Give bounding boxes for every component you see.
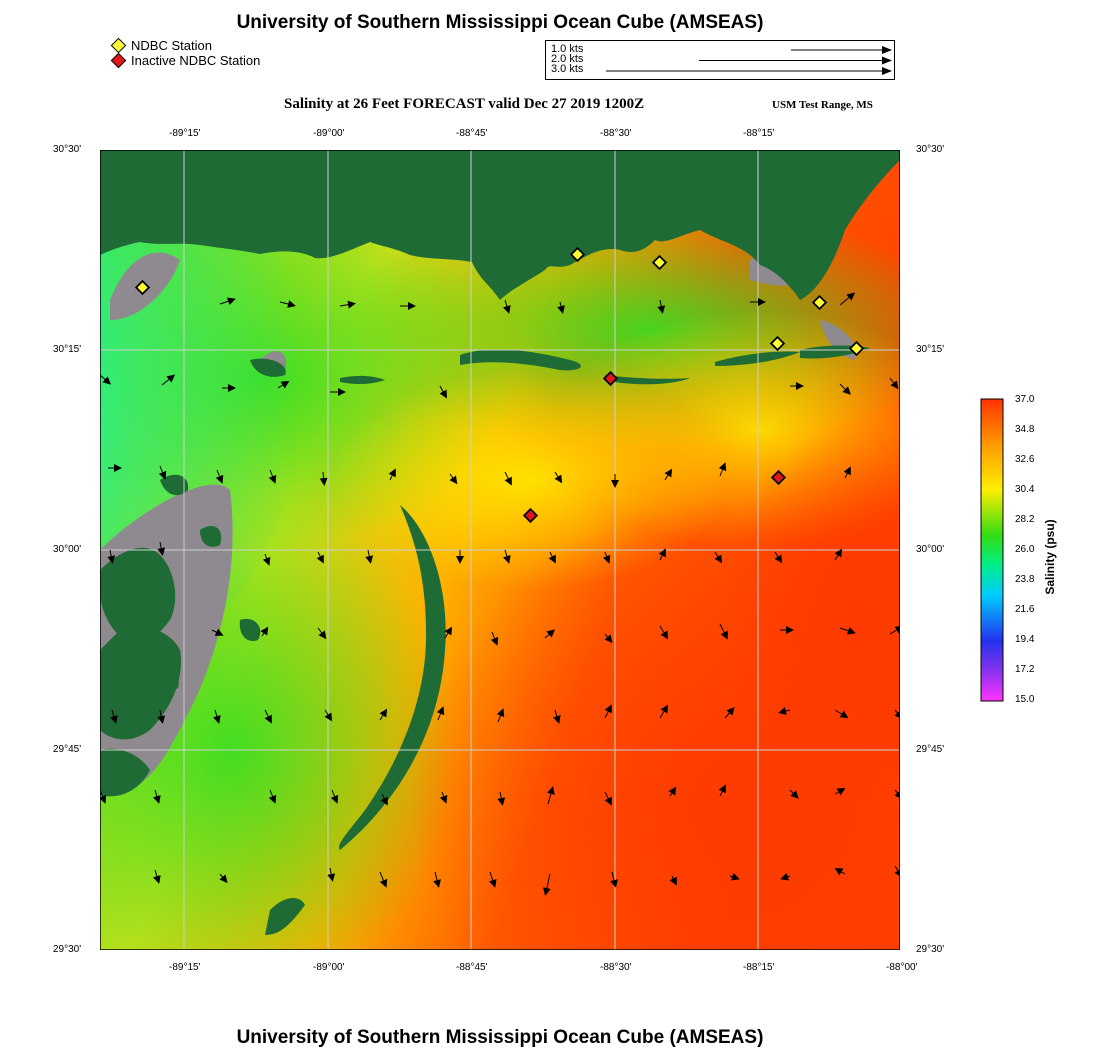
lon-tick-bottom: -89°00' [313, 962, 345, 973]
vector-scale-label-1: 1.0 kts [551, 43, 584, 55]
colorbar-tick: 21.6 [1015, 604, 1035, 615]
ndbc-station-marker[interactable] [769, 335, 786, 352]
inactive-ndbc-station-marker[interactable] [602, 370, 619, 387]
current-vectors [100, 292, 900, 896]
ndbc-station-marker[interactable] [134, 279, 151, 296]
lon-tick-top: -88°45' [456, 128, 488, 139]
lon-tick-top: -88°15' [743, 128, 775, 139]
lon-tick-top: -88°30' [600, 128, 632, 139]
vector-scale-label-3: 3.0 kts [551, 63, 584, 75]
lon-tick-bottom: -89°15' [169, 962, 201, 973]
legend-active-label: NDBC Station [131, 38, 212, 53]
lat-tick-right: 30°15' [916, 344, 945, 355]
vector-scale-label-2: 2.0 kts [551, 53, 584, 65]
colorbar-tick: 26.0 [1015, 544, 1035, 555]
lon-tick-bottom: -88°15' [743, 962, 775, 973]
inactive-ndbc-station-marker[interactable] [770, 469, 787, 486]
colorbar-tick: 17.2 [1015, 664, 1035, 675]
graticule [100, 150, 900, 950]
legend-active-station: NDBC Station [110, 37, 212, 54]
stations [134, 246, 865, 524]
legend-inactive-station: Inactive NDBC Station [110, 52, 261, 69]
colorbar-tick: 15.0 [1015, 694, 1035, 705]
ndbc-station-marker[interactable] [811, 294, 828, 311]
lat-tick-right: 30°30' [916, 144, 945, 155]
lat-tick-right: 29°45' [916, 744, 945, 755]
lon-tick-top: -89°00' [313, 128, 345, 139]
colorbar-tick: 32.6 [1015, 454, 1035, 465]
lon-tick-top: -89°15' [169, 128, 201, 139]
colorbar-tick: 37.0 [1015, 394, 1035, 405]
lat-tick-right: 29°30' [916, 944, 945, 955]
colorbar-tick: 28.2 [1015, 514, 1035, 525]
colorbar-tick: 19.4 [1015, 634, 1035, 645]
lat-tick-left: 29°45' [53, 744, 82, 755]
footer-title: University of Southern Mississippi Ocean… [236, 1027, 764, 1048]
map-title: Salinity at 26 Feet FORECAST valid Dec 2… [284, 96, 645, 112]
lon-tick-bottom: -88°00' [886, 962, 918, 973]
lat-tick-right: 30°00' [916, 544, 945, 555]
colorbar-tick: 23.8 [1015, 574, 1035, 585]
lat-tick-left: 30°30' [53, 144, 82, 155]
lon-tick-bottom: -88°45' [456, 962, 488, 973]
lon-tick-bottom: -88°30' [600, 962, 632, 973]
ndbc-station-marker[interactable] [848, 340, 865, 357]
region-label: USM Test Range, MS [772, 99, 873, 111]
vector-scale-arrows [606, 46, 892, 75]
vector-scale-legend: 1.0 kts 2.0 kts 3.0 kts [545, 40, 895, 80]
colorbar-tick: 34.8 [1015, 424, 1035, 435]
land [100, 150, 900, 935]
inactive-station-diamond-icon [110, 52, 127, 69]
colorbar-tick: 30.4 [1015, 484, 1035, 495]
active-station-diamond-icon [110, 37, 127, 54]
salinity-colorbar [980, 398, 1004, 702]
inactive-ndbc-station-marker[interactable] [522, 507, 539, 524]
lat-tick-left: 30°00' [53, 544, 82, 555]
salinity-map [100, 150, 900, 950]
legend-inactive-label: Inactive NDBC Station [131, 53, 261, 68]
ndbc-station-marker[interactable] [651, 254, 668, 271]
page-title: University of Southern Mississippi Ocean… [236, 12, 764, 33]
lat-tick-left: 29°30' [53, 944, 82, 955]
lat-tick-left: 30°15' [53, 344, 82, 355]
colorbar-label: Salinity (psu) [1043, 519, 1057, 595]
ndbc-station-marker[interactable] [569, 246, 586, 263]
